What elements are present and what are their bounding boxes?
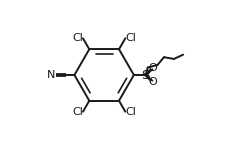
Text: Cl: Cl	[72, 107, 83, 117]
Text: S: S	[142, 69, 150, 81]
Text: O: O	[149, 77, 158, 87]
Text: Cl: Cl	[125, 33, 136, 43]
Text: Cl: Cl	[125, 107, 136, 117]
Text: N: N	[47, 70, 55, 80]
Text: Cl: Cl	[72, 33, 83, 43]
Text: O: O	[149, 63, 158, 73]
